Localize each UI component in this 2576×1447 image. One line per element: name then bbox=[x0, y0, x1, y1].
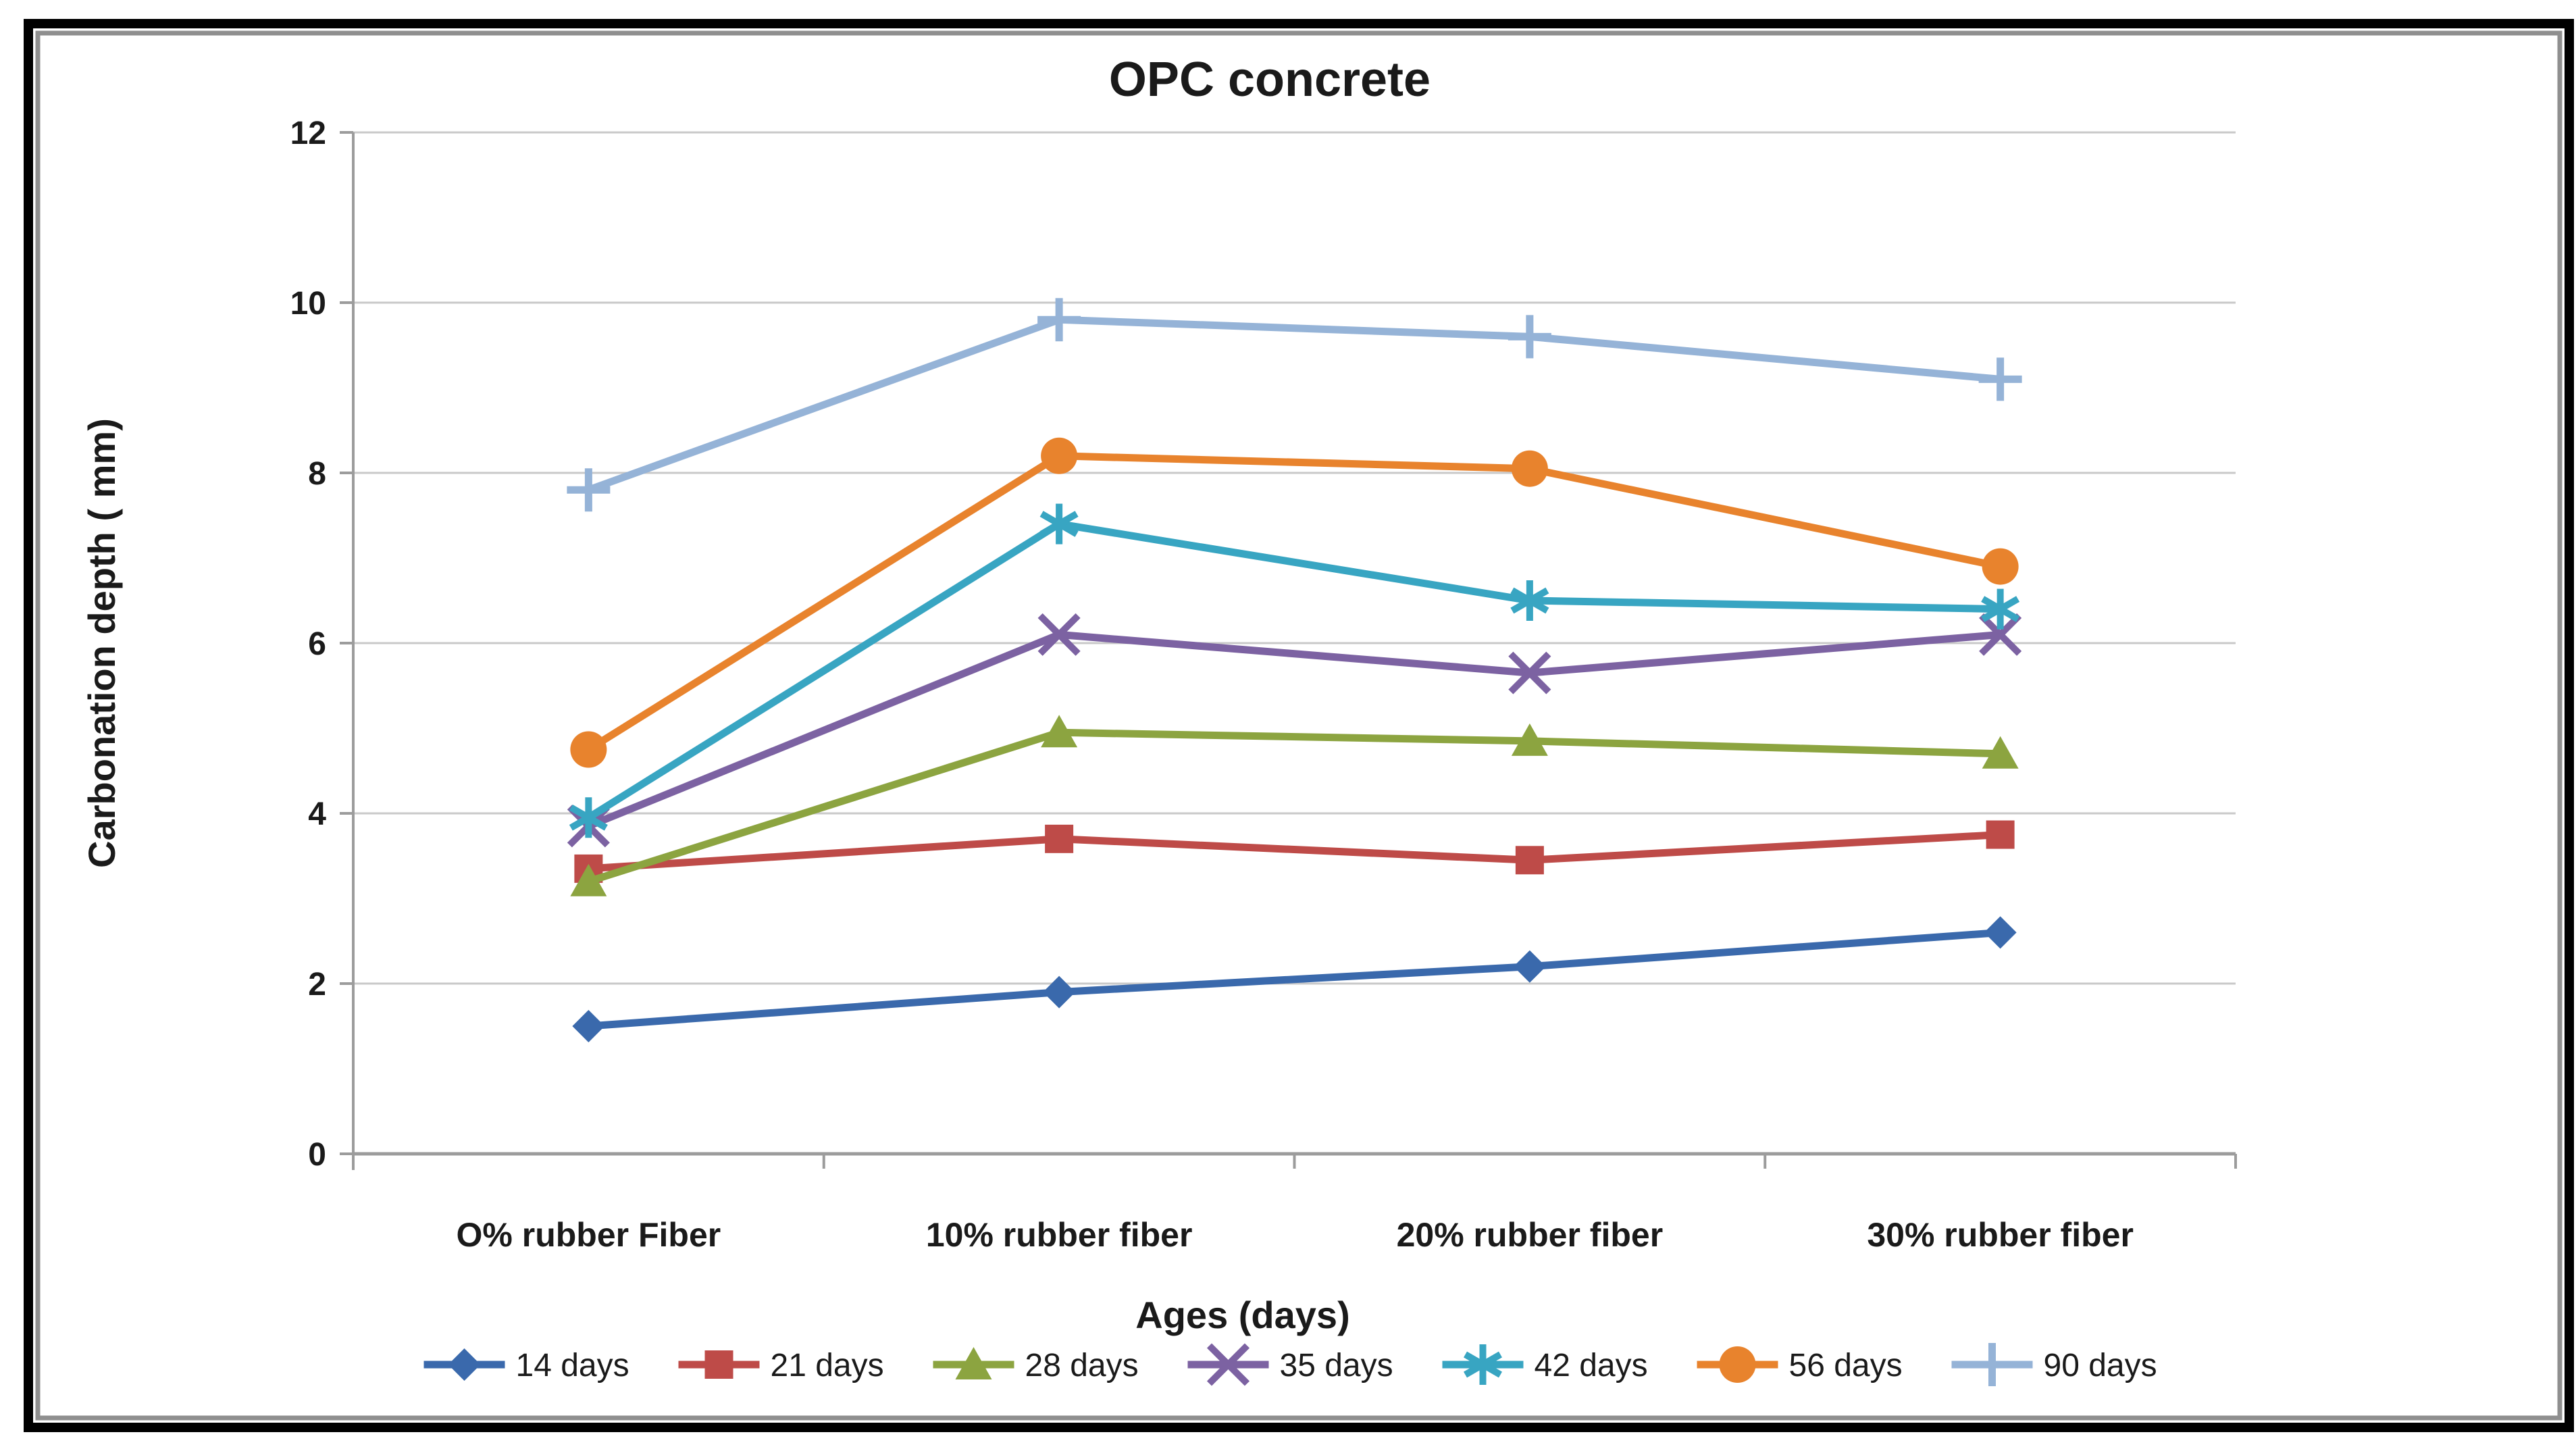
y-axis-title: Carbonation depth ( mm) bbox=[80, 418, 123, 868]
frame-border bbox=[24, 19, 2574, 1432]
series-28-days bbox=[570, 715, 2019, 896]
series-line bbox=[584, 452, 2005, 753]
series-line bbox=[584, 831, 2005, 873]
x-marker bbox=[1037, 613, 1081, 656]
diamond-marker bbox=[572, 1010, 605, 1042]
asterisk-marker bbox=[1464, 1344, 1502, 1385]
diamond-marker bbox=[448, 1348, 481, 1381]
legend-item: 35 days bbox=[1187, 1343, 1393, 1386]
circle-marker bbox=[1041, 437, 1078, 474]
legend-item-label: 90 days bbox=[2044, 1348, 2157, 1383]
series-14-days bbox=[572, 916, 2017, 1042]
triangle-marker bbox=[1982, 736, 2019, 769]
diamond-marker bbox=[1043, 975, 1076, 1009]
triangle-marker bbox=[1511, 723, 1548, 756]
triangle-marker bbox=[570, 863, 607, 896]
diamond-marker bbox=[1513, 950, 1546, 983]
square-marker bbox=[1515, 846, 1544, 875]
series-56-days bbox=[570, 437, 2019, 768]
plus-marker bbox=[1037, 298, 1081, 342]
y-tick-labels: 0 2 4 6 8 10 12 bbox=[290, 116, 327, 1173]
circle-marker bbox=[570, 731, 607, 768]
legend-item: 14 days bbox=[423, 1348, 629, 1383]
legend-item: 42 days bbox=[1442, 1344, 1648, 1385]
square-marker bbox=[1045, 824, 1074, 853]
series-line bbox=[584, 630, 2005, 830]
x-axis-title: Ages (days) bbox=[1135, 1294, 1349, 1336]
circle-marker bbox=[1982, 548, 2019, 585]
axes bbox=[340, 131, 2237, 1170]
y-tick-label: 4 bbox=[308, 796, 326, 832]
asterisk-marker bbox=[569, 797, 608, 838]
asterisk-marker bbox=[1510, 580, 1549, 621]
circle-marker bbox=[1719, 1346, 1756, 1383]
plus-marker bbox=[1508, 315, 1551, 359]
series-42-days bbox=[569, 503, 2020, 838]
y-tick-label: 6 bbox=[308, 626, 326, 662]
asterisk-marker bbox=[1981, 588, 2020, 630]
series-90-days bbox=[567, 298, 2022, 512]
y-tick-label: 2 bbox=[308, 967, 326, 1002]
gridlines bbox=[353, 131, 2236, 985]
legend-item-label: 14 days bbox=[516, 1348, 629, 1383]
series-line bbox=[584, 728, 2005, 886]
square-marker bbox=[1986, 820, 2015, 849]
legend: 14 days 21 days 28 days 35 days 42 days 56 da… bbox=[423, 1343, 2157, 1386]
x-marker bbox=[1508, 651, 1551, 694]
triangle-marker bbox=[1041, 715, 1078, 748]
series-line bbox=[584, 928, 2005, 1030]
circle-marker bbox=[1511, 450, 1548, 487]
legend-item: 90 days bbox=[1951, 1343, 2157, 1386]
category-label: 20% rubber fiber bbox=[1397, 1216, 1664, 1254]
legend-item: 56 days bbox=[1697, 1346, 1903, 1383]
category-labels: O% rubber Fiber 10% rubber fiber 20% rubbe… bbox=[457, 1216, 2134, 1254]
legend-item: 21 days bbox=[678, 1348, 884, 1383]
x-marker bbox=[1979, 613, 2022, 656]
diamond-marker bbox=[1984, 916, 2017, 949]
y-tick-label: 12 bbox=[290, 116, 326, 151]
plus-marker bbox=[567, 468, 611, 512]
plus-marker bbox=[1978, 357, 2022, 401]
plus-marker bbox=[1970, 1343, 2014, 1386]
legend-item: 28 days bbox=[933, 1347, 1139, 1383]
chart-title: OPC concrete bbox=[1109, 53, 1431, 107]
legend-item-label: 42 days bbox=[1535, 1348, 1648, 1383]
x-marker bbox=[1206, 1343, 1250, 1386]
triangle-marker bbox=[955, 1347, 992, 1379]
legend-item-label: 35 days bbox=[1280, 1348, 1393, 1383]
legend-item-label: 21 days bbox=[771, 1348, 884, 1383]
series-line bbox=[584, 520, 2005, 821]
category-label: 30% rubber fiber bbox=[1867, 1216, 2134, 1254]
frame-shadow bbox=[35, 30, 2562, 1421]
category-label: 10% rubber fiber bbox=[926, 1216, 1193, 1254]
y-tick-label: 8 bbox=[308, 456, 326, 492]
frame bbox=[24, 19, 2574, 1432]
legend-item-label: 56 days bbox=[1789, 1348, 1903, 1383]
series-lines bbox=[567, 298, 2022, 1042]
series-21-days bbox=[574, 820, 2015, 883]
y-tick-label: 10 bbox=[290, 286, 326, 322]
legend-item-label: 28 days bbox=[1025, 1348, 1139, 1383]
series-35-days bbox=[567, 613, 2022, 848]
category-label: O% rubber Fiber bbox=[457, 1216, 721, 1254]
series-line bbox=[584, 315, 2005, 494]
y-tick-label: 0 bbox=[308, 1137, 326, 1173]
square-marker bbox=[704, 1350, 733, 1379]
asterisk-marker bbox=[1039, 503, 1079, 544]
